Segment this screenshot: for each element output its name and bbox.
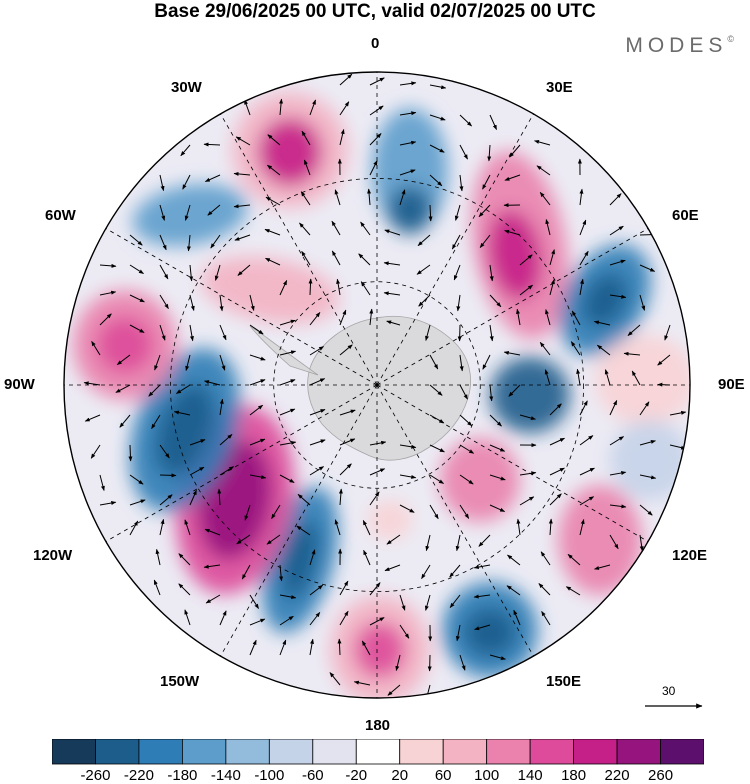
colorbar-swatch [574,739,617,764]
colorbar-tick-label: -60 [302,767,324,784]
colorbar-swatch [617,739,660,764]
colorbar-swatch [182,739,225,764]
reference-vector-label: 30 [662,684,675,698]
lon-label-90e: 90E [718,377,745,393]
colorbar-swatch [356,739,399,764]
colorbar-swatch [269,739,312,764]
anomaly-blob [595,335,695,425]
colorbar-tick-label: 220 [605,767,630,784]
colorbar-tick-label: 260 [648,767,673,784]
colorbar-labels: -260 -220 -180 -140 -100 -60 -20 20 60 100 140 180 2… [0,767,750,783]
anomaly-blob [440,438,520,522]
colorbar [52,739,704,765]
lon-label-120e: 120E [672,548,707,564]
colorbar-swatch [52,739,95,764]
anomaly-blob [464,608,516,656]
colorbar-swatch [95,739,138,764]
colorbar-swatch [530,739,573,764]
anomaly-blob [368,500,412,540]
lon-label-30e: 30E [546,80,573,96]
colorbar-tick-label: 180 [561,767,586,784]
anomaly-blob [354,622,406,678]
anomaly-blob [558,485,642,595]
colorbar-swatch [226,739,269,764]
colorbar-swatch [443,739,486,764]
lon-label-30w: 30W [171,80,202,96]
colorbar-swatch [139,739,182,764]
colorbar-tick-label: 20 [391,767,408,784]
lon-label-180: 180 [365,718,390,734]
anomaly-blob [388,186,432,234]
lon-label-150w: 150W [160,674,199,690]
anomaly-blob [490,357,570,433]
colorbar-tick-label: 60 [435,767,452,784]
colorbar-tick-label: 100 [474,767,499,784]
wind-arrow [640,234,656,235]
colorbar-tick-label: 140 [518,767,543,784]
colorbar-swatch [313,739,356,764]
anomaly-blob [258,118,322,186]
colorbar-tick-label: -20 [345,767,367,784]
colorbar-tick-label: -100 [254,767,284,784]
lon-label-0: 0 [371,36,379,52]
colorbar-tick-label: -140 [211,767,241,784]
lon-label-60e: 60E [672,208,699,224]
wind-arrow [658,384,670,385]
lon-label-90w: 90W [4,377,35,393]
lon-label-120w: 120W [33,548,72,564]
colorbar-swatch [487,739,530,764]
colorbar-swatch [400,739,443,764]
map-disk [60,70,700,710]
wind-arrow [160,475,176,476]
colorbar-tick-label: -220 [124,767,154,784]
lon-label-150e: 150E [546,674,581,690]
colorbar-swatch [661,739,704,764]
lon-label-60w: 60W [45,208,76,224]
anomaly-blob [610,420,690,500]
colorbar-tick-label: -180 [167,767,197,784]
colorbar-tick-label: -260 [80,767,110,784]
anomaly-blob [97,317,153,373]
wind-arrow [130,445,131,461]
